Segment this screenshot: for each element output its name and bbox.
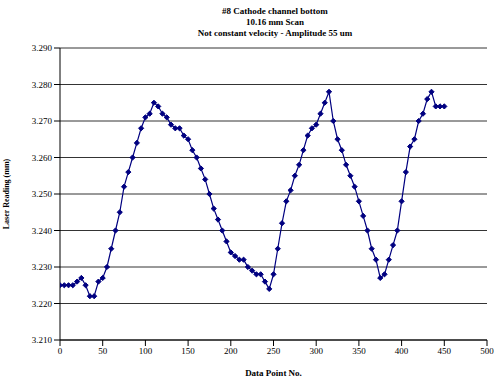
svg-text:3.210: 3.210 bbox=[32, 335, 53, 345]
svg-text:250: 250 bbox=[267, 346, 281, 356]
svg-text:3.240: 3.240 bbox=[32, 226, 53, 236]
svg-text:3.290: 3.290 bbox=[32, 43, 53, 53]
svg-text:500: 500 bbox=[480, 346, 494, 356]
svg-text:Data Point No.: Data Point No. bbox=[245, 368, 302, 378]
svg-text:350: 350 bbox=[352, 346, 366, 356]
svg-text:3.220: 3.220 bbox=[32, 299, 53, 309]
svg-text:3.250: 3.250 bbox=[32, 189, 53, 199]
svg-text:3.260: 3.260 bbox=[32, 153, 53, 163]
html-text:Not constant velocity - Amplit: Not constant velocity - Amplitude 55 um bbox=[197, 28, 353, 38]
svg-text:0: 0 bbox=[58, 346, 63, 356]
html-text:#8 Cathode channel bottom: #8 Cathode channel bottom bbox=[222, 6, 328, 16]
svg-text:3.230: 3.230 bbox=[32, 262, 53, 272]
svg-text:Laser Reading (mm): Laser Reading (mm) bbox=[2, 158, 11, 229]
html-text:10.16 mm Scan: 10.16 mm Scan bbox=[245, 17, 305, 27]
svg-text:3.270: 3.270 bbox=[32, 116, 53, 126]
svg-text:50: 50 bbox=[98, 346, 108, 356]
svg-text:100: 100 bbox=[139, 346, 153, 356]
svg-text:3.280: 3.280 bbox=[32, 80, 53, 90]
svg-text:400: 400 bbox=[395, 346, 409, 356]
svg-text:200: 200 bbox=[224, 346, 238, 356]
svg-text:150: 150 bbox=[181, 346, 195, 356]
svg-text:450: 450 bbox=[438, 346, 452, 356]
svg-text:300: 300 bbox=[309, 346, 323, 356]
